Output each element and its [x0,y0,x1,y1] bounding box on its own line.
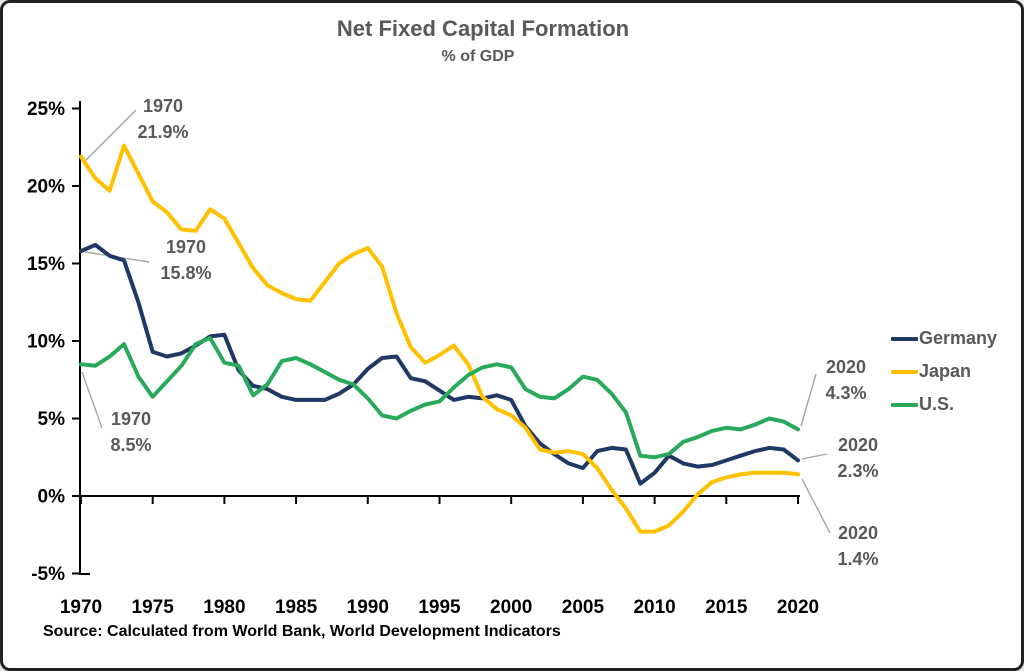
x-tick-label: 1985 [275,597,318,618]
y-tick-label: 10% [27,332,65,353]
x-tick-label: 1980 [203,597,245,618]
series-line-us [79,335,800,460]
annotation-value: 1.4% [837,549,879,569]
series-line-japan [79,143,800,534]
leader-line-japan-1970 [82,109,137,164]
x-tick-label: 2020 [777,597,819,618]
x-tick-label: 1975 [132,597,175,618]
annotation-us-1970: 1970 8.5% [89,406,173,458]
annotation-year: 2020 [825,357,867,377]
y-tick-label: 20% [27,177,65,198]
annotation-year: 1970 [142,96,184,116]
legend-item-us: U.S. [891,394,997,415]
annotation-us-2020: 2020 4.3% [804,354,888,406]
y-tick-label: -5% [31,564,65,585]
legend-label-us: U.S. [919,394,955,414]
annotation-year: 2020 [837,523,879,543]
source-note: Source: Calculated from World Bank, Worl… [43,623,561,640]
legend-item-japan: Japan [891,361,997,382]
x-tick-label: 2005 [562,597,605,618]
y-tick-label: 5% [38,409,66,430]
leader-line-japan-2020 [801,478,831,534]
legend-label-germany: Germany [919,328,998,348]
annotation-germany-2020: 2020 2.3% [816,432,900,484]
annotation-value: 15.8% [160,263,212,283]
annotation-value: 8.5% [110,435,152,455]
y-tick-label: 15% [27,254,65,275]
annotation-value: 21.9% [137,122,189,142]
x-tick-label: 2000 [490,597,532,618]
germany-line-swatch [891,336,918,341]
plot-area: 25% 20% 15% 10% 5% 0% -5% 1970 1975 1980 1985 1990 1… [27,99,831,618]
japan-line-swatch [891,369,918,374]
annotation-germany-1970: 1970 15.8% [144,234,228,286]
y-tick-label: 25% [27,99,65,120]
annotation-value: 2.3% [837,461,879,481]
chart-subtitle: % of GDP [441,48,515,65]
x-tick-label: 1995 [418,597,461,618]
y-tick-label: 0% [38,487,66,508]
annotation-japan-2020: 2020 1.4% [816,520,900,572]
x-tick-label: 1970 [60,597,102,618]
annotation-japan-1970: 1970 21.9% [121,93,205,145]
chart-title: Net Fixed Capital Formation [336,16,630,41]
annotation-year: 1970 [110,409,152,429]
legend-item-germany: Germany [891,328,997,349]
us-line-swatch [891,402,918,407]
annotation-year: 1970 [165,237,207,257]
x-tick-label: 2010 [633,597,675,618]
x-tick-label: 1990 [347,597,389,618]
leader-line-us-2020 [800,373,817,427]
leader-line-germany-2020 [801,453,828,460]
legend: Germany Japan U.S. [891,328,997,415]
annotation-value: 4.3% [825,383,867,403]
leader-line-us-1970 [81,371,103,429]
annotation-year: 2020 [837,435,879,455]
x-tick-label: 2015 [705,597,748,618]
legend-label-japan: Japan [919,361,972,381]
